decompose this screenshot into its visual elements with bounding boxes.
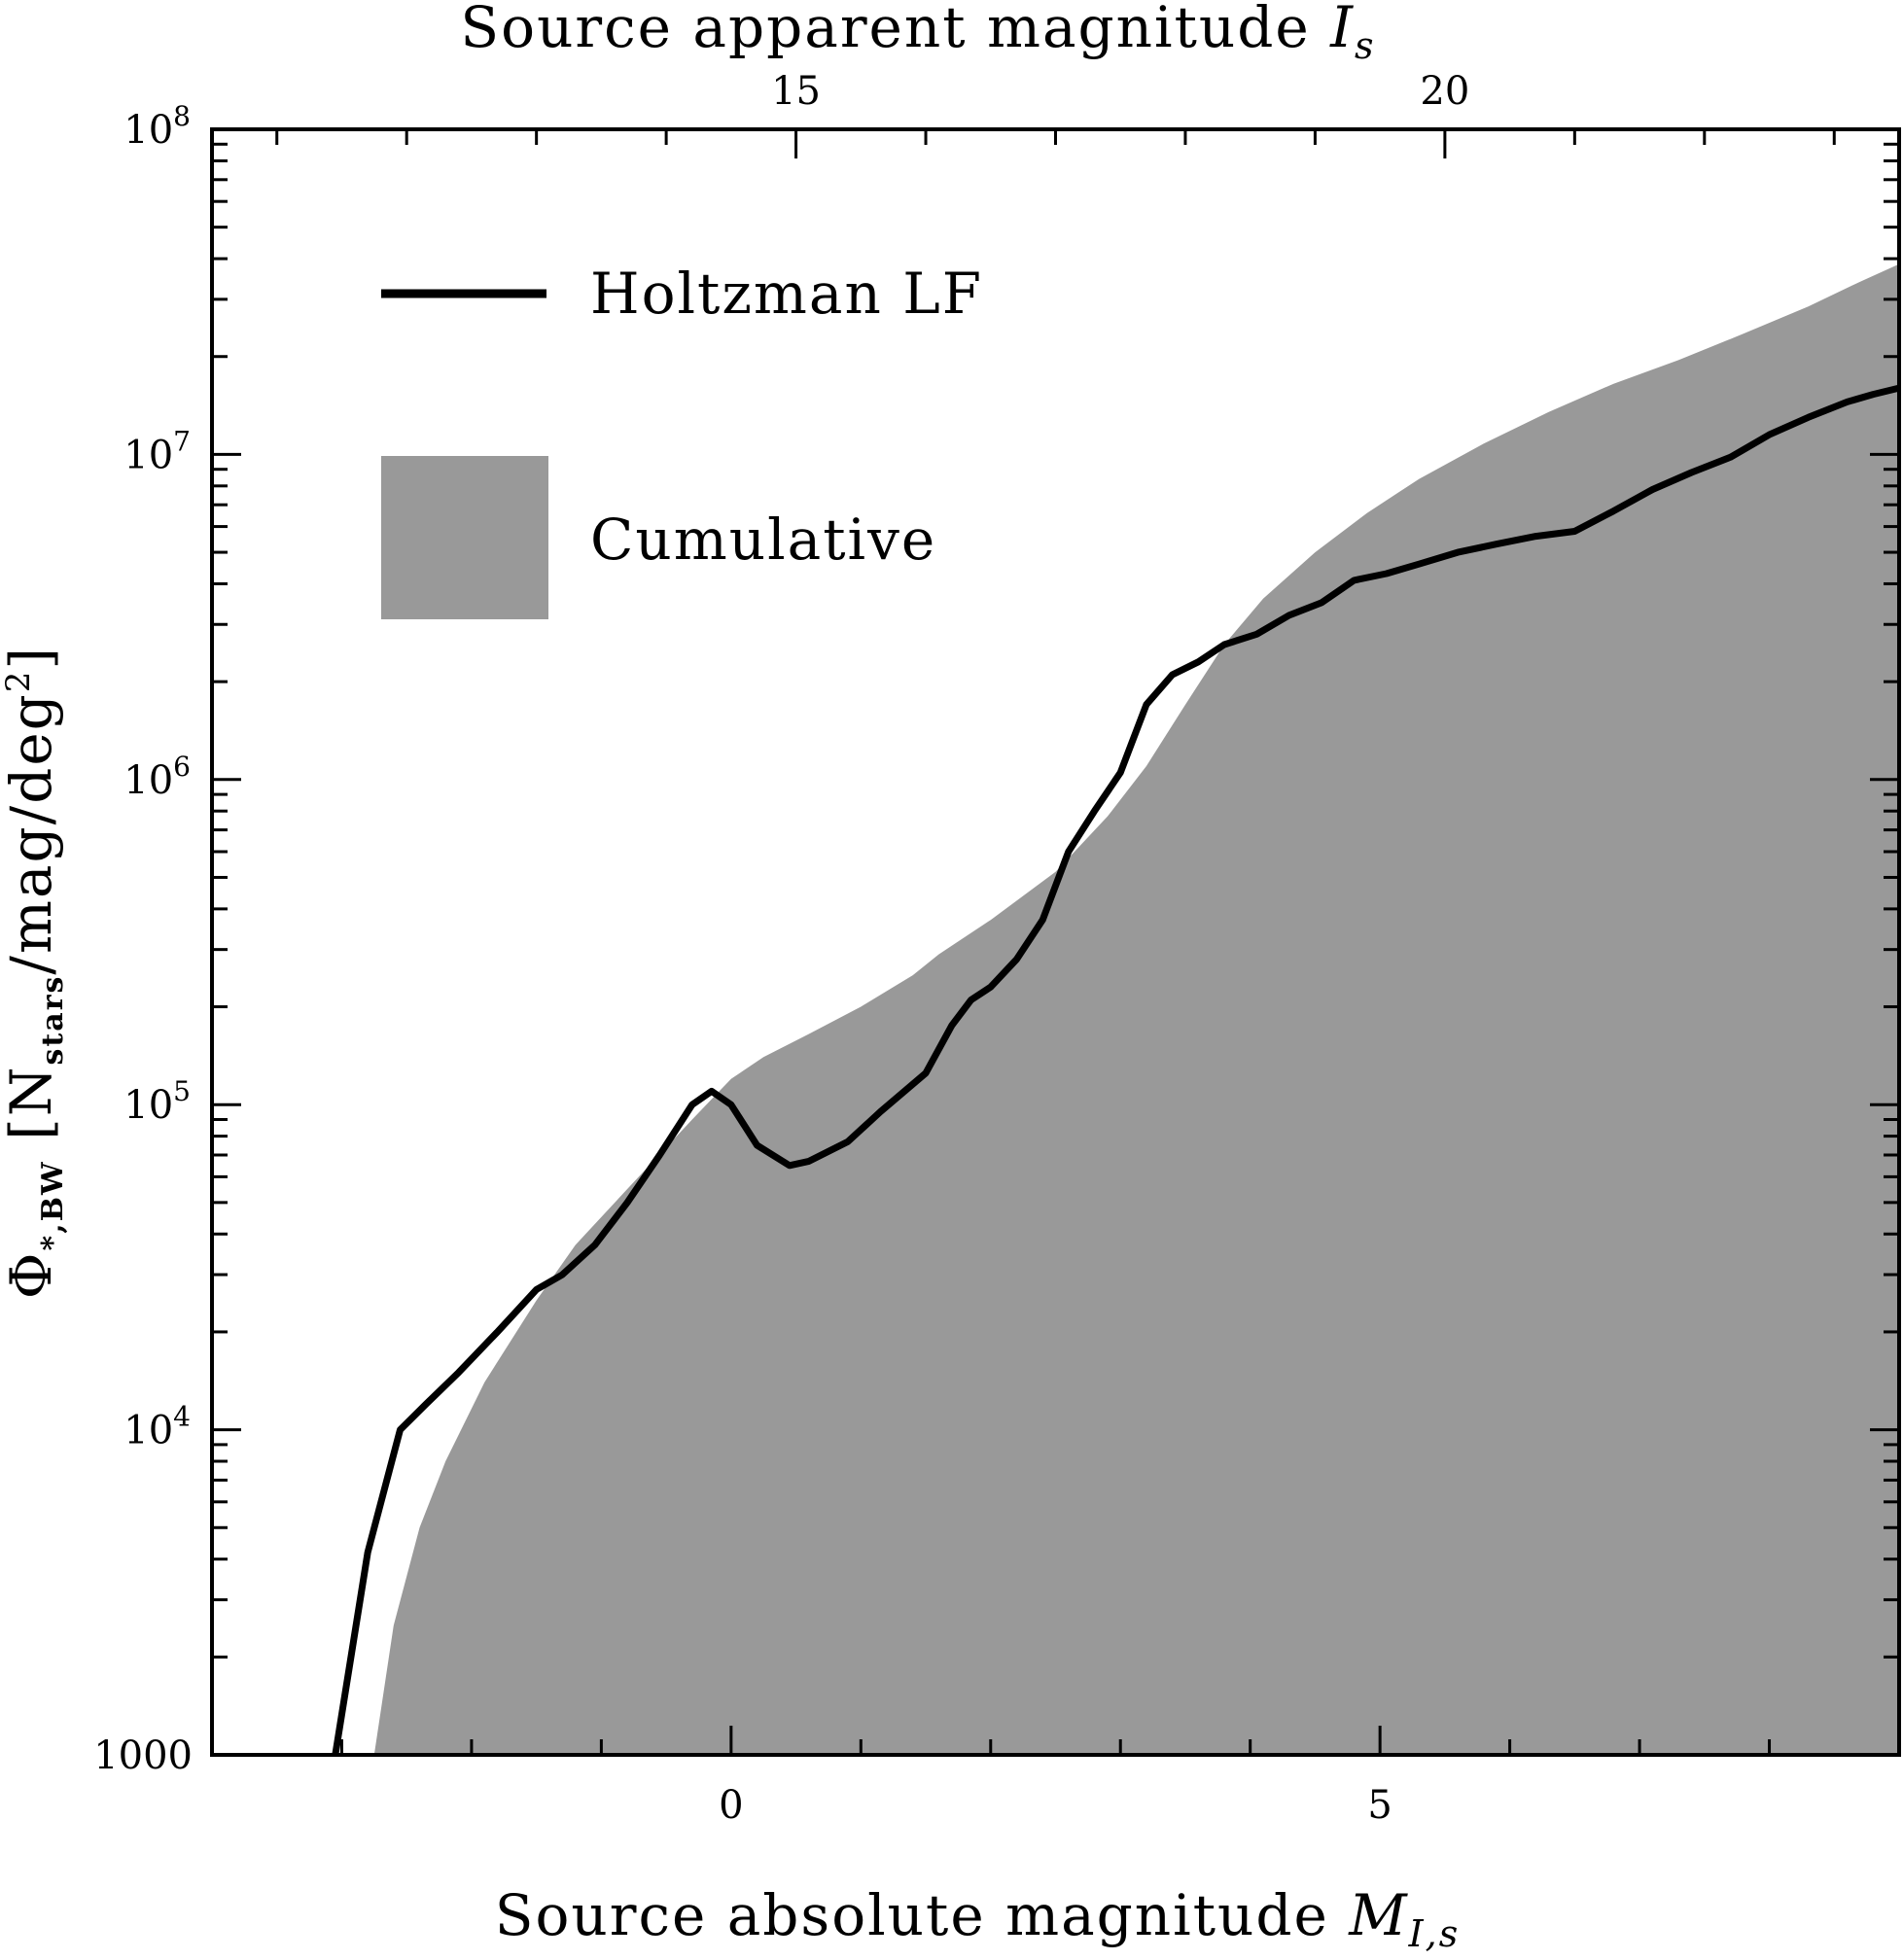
x-top-tick-label: 20 — [1420, 69, 1469, 114]
y-tick-label: 107 — [123, 425, 191, 477]
x-bottom-tick-label: 5 — [1367, 1783, 1392, 1828]
y-tick-label: 105 — [123, 1075, 191, 1128]
series-area-cumulative — [373, 263, 1899, 1756]
plot-frame — [210, 127, 1901, 1757]
y-tick-label: 108 — [123, 100, 191, 153]
y-axis-title: Φ*,BW [Nstars/mag/deg2] — [0, 646, 70, 1299]
x-top-tick-label: 15 — [771, 69, 821, 114]
y-tick-label: 1000 — [93, 1733, 193, 1778]
legend-label-cumulative: Cumulative — [590, 507, 936, 573]
x-axis-top-title: Source apparent magnitude Is — [460, 0, 1375, 67]
x-bottom-tick-label: 0 — [719, 1783, 743, 1828]
axis-ticks — [212, 129, 1899, 1755]
y-tick-label: 104 — [123, 1401, 191, 1453]
series-line-holtzman-lf — [332, 384, 1900, 1756]
x-axis-bottom-title: Source absolute magnitude MI,s — [495, 1882, 1460, 1955]
y-tick-label: 106 — [123, 751, 191, 803]
tick-labels: 0 5 15 20 1000 104 105 106 107 108 — [93, 69, 1469, 1828]
legend-label-holtzman-lf: Holtzman LF — [590, 261, 983, 327]
legend: Holtzman LF Cumulative — [381, 261, 983, 619]
legend-swatch-cumulative — [381, 456, 548, 619]
